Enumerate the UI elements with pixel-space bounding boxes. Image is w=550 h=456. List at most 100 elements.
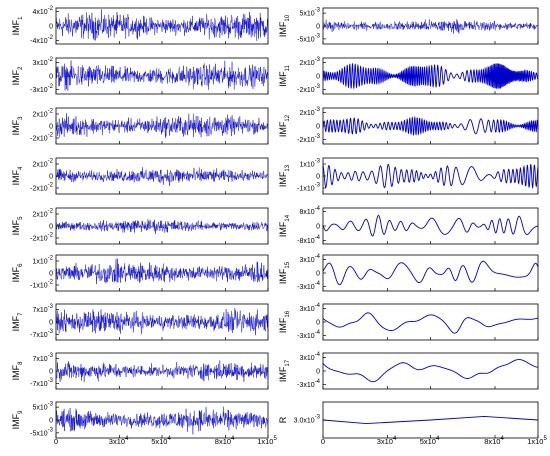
x-tick-label: 3x104 [109,436,129,446]
axes-frame [322,157,539,195]
x-tick-label: 5x104 [151,436,171,446]
panel-imf2: 3x10-2 0 -3x10-2 IMF2 [11,57,269,95]
y-tick-label: 2x10-2 [32,209,53,219]
panel-label: IMF15 [278,261,291,284]
x-tick-label: 0 [321,437,325,446]
panel-label: IMF16 [278,310,291,333]
y-tick-label: 0 [49,174,53,181]
y-tick-label: 0 [49,369,53,376]
panel-imf12: 2x10-3 0 -2x10-3 IMF12 [278,107,539,145]
axes-frame [55,352,269,390]
y-tick-label: 2x10-3 [299,107,320,117]
signal-line [322,312,539,334]
y-tick-label: 4x10-2 [32,6,53,16]
y-tick-label: 0 [316,24,320,31]
panel-imf3: 2x10-2 0 -2x10-2 IMF3 [11,107,269,145]
signal-line [322,260,539,286]
axes-frame [322,254,539,292]
y-tick-label: 1x10-3 [299,159,320,169]
y-tick-label: 5x10-3 [32,402,53,412]
panel-label: IMF4 [11,166,24,186]
signal-line [55,308,269,336]
y-tick-label: -5x10-3 [297,33,321,43]
panel-imf10: 5x10-3 0 -5x10-3 IMF10 [278,7,539,45]
y-tick-label: -2x10-2 [30,183,54,193]
x-tick-label: 8x104 [484,436,504,446]
panel-imf6: 1x10-2 0 -1x10-2 IMF6 [11,254,269,292]
signal-line [55,406,269,435]
panel-imf17: 3x10-4 0 -3x10-4 IMF17 [278,352,539,390]
signal-line [322,214,539,237]
signal-line [322,359,539,383]
signal-line [55,167,269,186]
y-tick-label: 7x10-3 [32,304,53,314]
signal-line [55,360,269,383]
signal-line [55,258,269,285]
y-tick-label: -7x10-3 [30,378,54,388]
x-tick-label: 3x104 [377,436,397,446]
panel-label: IMF7 [11,312,24,332]
y-tick-label: 0 [316,320,320,327]
y-tick-label: 0 [316,174,320,181]
y-tick-label: 0 [49,418,53,425]
y-tick-label: 3x10-4 [299,352,320,362]
panel-imf14: 8x10-4 0 -8x10-4 IMF14 [278,206,539,245]
y-tick-label: 3x10-2 [32,57,53,67]
panel-label: IMF1 [11,16,24,36]
panel-label: IMF17 [278,359,291,382]
y-tick-label: 0 [49,124,53,131]
panel-imf15: 3x10-4 0 -3x10-4 IMF15 [278,254,539,292]
y-tick-label: -2x10-2 [30,233,54,243]
y-tick-label: 0 [316,74,320,81]
y-tick-label: 3.0x10-3 [294,415,321,425]
signal-line [322,415,539,425]
panel-label: IMF3 [11,116,24,136]
y-tick-label: -7x10-3 [30,329,54,339]
panel-label: IMF13 [278,164,291,187]
y-tick-label: 2x10-2 [32,109,53,119]
y-tick-label: 1x10-2 [32,256,53,266]
axes-frame [55,157,269,195]
signal-line [322,163,539,190]
signal-line [55,219,269,234]
signal-line [322,19,539,34]
x-tick-label: 8x104 [215,436,235,446]
x-tick-label: 1x105 [257,436,277,446]
y-tick-label: 0 [49,320,53,327]
panel-label: R [278,416,288,423]
panel-r: 3.0x10-3 R [278,401,539,439]
signal-line [55,60,269,92]
y-tick-label: -1x10-3 [297,183,321,193]
y-tick-label: -2x10-3 [297,134,321,144]
panel-label: IMF6 [11,263,24,283]
y-tick-label: -8x10-4 [297,235,321,245]
signal-line [322,115,539,137]
y-tick-label: 5x10-3 [299,8,320,18]
axes-frame [322,352,539,390]
panel-label: IMF14 [278,214,291,237]
panel-imf5: 2x10-2 0 -2x10-2 IMF5 [11,207,269,245]
y-tick-label: -1x10-2 [30,280,54,290]
panel-imf8: 7x10-3 0 -7x10-3 IMF8 [11,352,269,390]
panel-label: IMF10 [278,14,291,37]
panel-imf11: 2x10-3 0 -2x10-3 IMF11 [278,57,539,95]
y-tick-label: 3x10-4 [299,254,320,264]
panel-label: IMF12 [278,114,291,137]
signal-line [322,62,539,90]
y-tick-label: -3x10-4 [297,379,321,389]
x-tick-label: 0 [54,437,58,446]
panel-imf16: 3x10-4 0 -3x10-4 IMF16 [278,303,539,341]
panel-label: IMF11 [278,64,291,86]
y-tick-label: 2x10-2 [32,159,53,169]
x-tick-label: 1x105 [527,436,547,446]
y-tick-label: 3x10-4 [299,303,320,313]
panel-imf1: 4x10-2 0 -4x10-2 IMF1 [11,6,269,45]
panel-label: IMF5 [11,216,24,236]
panel-label: IMF8 [11,361,24,381]
y-tick-label: -3x10-4 [297,281,321,291]
panel-imf13: 1x10-3 0 -1x10-3 IMF13 [278,157,539,195]
panel-imf9: 5x10-3 0 -5x10-3 IMF9 [11,401,269,439]
y-tick-label: 0 [49,271,53,278]
panel-imf4: 2x10-2 0 -2x10-2 IMF4 [11,157,269,195]
